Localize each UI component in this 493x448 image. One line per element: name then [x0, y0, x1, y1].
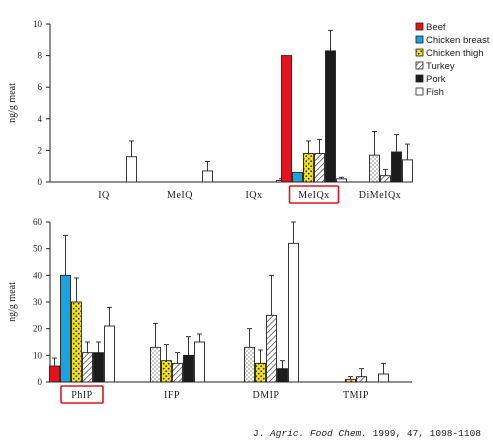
bar-meiqx-chicken-breast [292, 172, 303, 183]
bar-ifp-chicken-breast [150, 346, 161, 383]
category-label-tmip: TMIP [343, 390, 369, 401]
y-tick-label: 4 [38, 114, 43, 124]
bar-phip-chicken-thigh [71, 301, 82, 383]
bar-meiqx-fish [336, 178, 347, 183]
bar-meiq-fish [202, 170, 213, 183]
category-label-phip: PhIP [71, 390, 92, 401]
y-tick-label: 10 [33, 19, 43, 29]
y-tick-label: 6 [38, 82, 43, 92]
y-tick-label: 50 [33, 244, 43, 254]
bottom-y-axis-title: ng/g meat [7, 282, 18, 322]
legend-swatch-beef [415, 22, 424, 31]
bar-dimeiqx-fish [402, 159, 413, 183]
category-label-ifp: IFP [164, 390, 180, 401]
bar-phip-turkey [82, 352, 93, 383]
bar-tmip-turkey [356, 376, 367, 383]
bar-meiqx-turkey [314, 153, 325, 183]
top-y-axis-title: ng/g meat [7, 83, 18, 123]
citation-details: 1999, 47, 1098-1108 [367, 428, 481, 439]
bar-meiqx-pork [325, 50, 336, 183]
citation-prefix: J. [253, 428, 270, 439]
bar-dmip-chicken-thigh [255, 362, 266, 383]
legend-swatch-turkey [415, 61, 424, 70]
bar-dmip-fish [288, 242, 299, 383]
legend-label-chicken-thigh: Chicken thigh [426, 48, 484, 59]
highlight-box-meiqx [288, 185, 340, 204]
bar-meiqx-chicken-thigh [303, 153, 314, 183]
category-label-iq: IQ [98, 190, 110, 201]
bar-phip-pork [93, 352, 104, 383]
bar-dimeiqx-turkey [380, 175, 391, 183]
legend-label-fish: Fish [426, 87, 444, 98]
y-tick-label: 0 [38, 377, 43, 387]
citation: J. Agric. Food Chem. 1999, 47, 1098-1108 [253, 428, 481, 439]
y-tick-label: 8 [38, 51, 43, 61]
bar-dmip-turkey [266, 314, 277, 383]
bar-dmip-pork [277, 368, 288, 383]
bar-dimeiqx-pork [391, 151, 402, 183]
bar-ifp-pork [183, 354, 194, 383]
category-label-meiq: MeIQ [167, 190, 193, 201]
bar-ifp-turkey [172, 362, 183, 383]
y-tick-label: 0 [38, 177, 43, 187]
legend-swatch-pork [415, 74, 424, 83]
bars [49, 29, 413, 383]
bar-dmip-chicken-breast [244, 346, 255, 383]
bar-phip-beef [49, 365, 60, 383]
category-label-iqx: IQx [245, 190, 262, 201]
legend: Beef Chicken breast Chicken thigh Turkey Por… [415, 22, 490, 98]
y-tick-label: 20 [33, 324, 43, 334]
bar-tmip-fish [378, 373, 389, 383]
legend-label-chicken-breast: Chicken breast [426, 35, 490, 46]
legend-swatch-fish [415, 87, 424, 96]
highlight-box-phip [60, 385, 104, 404]
bar-phip-fish [104, 325, 115, 383]
bar-dimeiqx-chicken-thigh [369, 154, 380, 183]
bar-phip-chicken-breast [60, 274, 71, 383]
citation-journal: Agric. Food Chem. [269, 428, 367, 439]
bar-iq-fish [126, 156, 137, 183]
y-tick-label: 10 [33, 350, 43, 360]
y-tick-label: 2 [38, 145, 43, 155]
category-label-dmip: DMIP [252, 390, 279, 401]
legend-label-pork: Pork [426, 74, 446, 85]
legend-swatch-chicken-breast [415, 35, 424, 44]
y-tick-label: 30 [33, 297, 43, 307]
bar-ifp-fish [194, 341, 205, 383]
category-labels: IQ MeIQ IQx MeIQx DiMeIQx PhIP IFP DMIP TMIP [60, 185, 401, 404]
bar-ifp-chicken-thigh [161, 360, 172, 383]
tick-labels: 0 2 4 6 8 10 0 10 20 30 40 50 60 [33, 19, 50, 387]
y-tick-label: 40 [33, 270, 43, 280]
legend-label-beef: Beef [426, 22, 446, 33]
category-label-meiqx: MeIQx [298, 190, 329, 201]
y-tick-label: 60 [33, 217, 43, 227]
category-label-dimeiqx: DiMeIQx [359, 190, 401, 201]
bar-tmip-chicken-thigh [345, 378, 356, 383]
legend-label-turkey: Turkey [426, 61, 455, 72]
legend-swatch-chicken-thigh [415, 48, 424, 57]
bar-meiqx-beef [281, 55, 292, 183]
